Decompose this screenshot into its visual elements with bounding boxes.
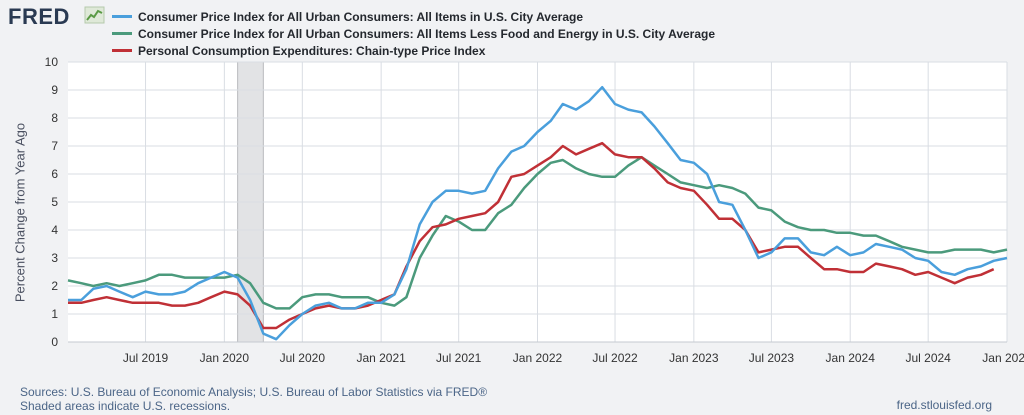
legend-label-cpi: Consumer Price Index for All Urban Consu… [138,9,583,24]
recession-note: Shaded areas indicate U.S. recessions. [20,399,231,413]
legend-item-pce[interactable]: Personal Consumption Expenditures: Chain… [112,42,715,59]
y-tick-label: 9 [51,83,58,97]
legend-swatch-cpi [112,15,132,18]
y-tick-label: 8 [51,111,58,125]
legend-swatch-pce [112,49,132,52]
y-tick-label: 10 [45,55,59,69]
series-line-2 [68,141,995,330]
trend-line-icon [84,6,105,24]
legend-label-core-cpi: Consumer Price Index for All Urban Consu… [138,26,716,41]
x-tick-label: Jan 2025 [982,351,1024,365]
legend-swatch-core-cpi [112,32,132,35]
chart-header: FRED Consumer Price Index for All Urban … [0,0,1024,60]
x-tick-label: Jan 2024 [826,351,876,365]
series-line-1 [67,155,1008,310]
source-line: Sources: U.S. Bureau of Economic Analysi… [20,385,488,399]
legend: Consumer Price Index for All Urban Consu… [112,8,715,59]
legend-item-cpi[interactable]: Consumer Price Index for All Urban Consu… [112,8,715,25]
y-tick-label: 3 [51,251,58,265]
footer-notes: Sources: U.S. Bureau of Economic Analysi… [20,385,487,413]
y-tick-label: 7 [51,139,58,153]
y-tick-label: 1 [51,307,58,321]
x-tick-label: Jan 2021 [356,351,406,365]
x-tick-label: Jul 2023 [749,351,795,365]
legend-label-pce: Personal Consumption Expenditures: Chain… [138,43,486,58]
y-axis-label: Percent Change from Year Ago [12,122,28,303]
x-tick-label: Jul 2024 [905,351,951,365]
x-tick-label: Jan 2020 [200,351,250,365]
y-tick-label: 5 [51,195,58,209]
y-tick-label: 0 [51,335,58,349]
x-tick-label: Jul 2020 [280,351,326,365]
series-line-0 [68,85,1008,341]
fred-logo[interactable]: FRED [8,4,70,29]
x-tick-label: Jan 2023 [669,351,719,365]
legend-item-core-cpi[interactable]: Consumer Price Index for All Urban Consu… [112,25,715,42]
x-tick-label: Jul 2022 [592,351,638,365]
site-link[interactable]: fred.stlouisfed.org [896,398,992,412]
x-tick-label: Jan 2022 [513,351,563,365]
x-tick-label: Jul 2019 [123,351,169,365]
line-chart: 0 1 2 3 4 5 6 7 8 9 10 Jul 2019 Jan 2020 Jul 2020 Jan … [45,55,1024,365]
y-tick-label: 4 [51,223,58,237]
x-tick-label: Jul 2021 [436,351,482,365]
y-tick-label: 2 [51,279,58,293]
y-tick-label: 6 [51,167,58,181]
